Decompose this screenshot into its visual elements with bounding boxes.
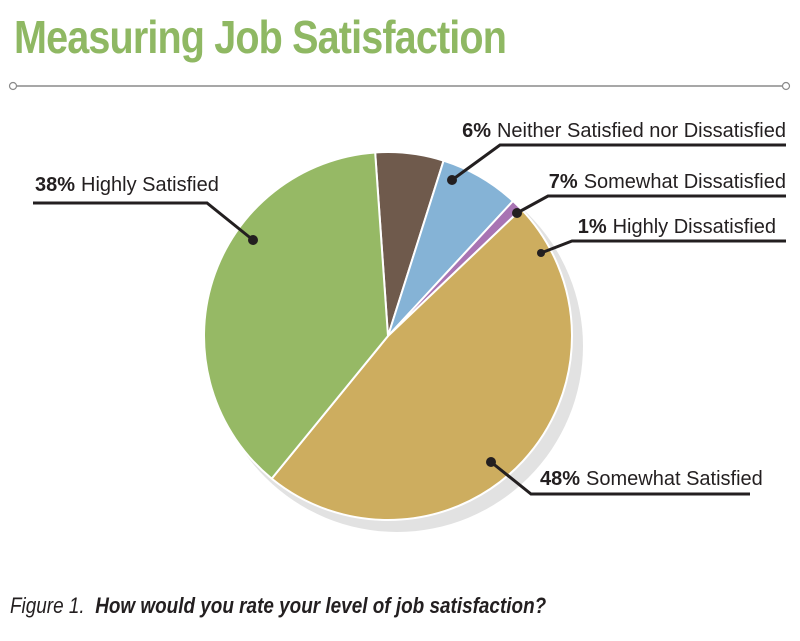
pct-somewhat-dissatisfied: 7% <box>549 171 578 193</box>
title-divider <box>8 81 791 91</box>
label-somewhat-dissatisfied: 7% Somewhat Dissatisfied <box>549 171 786 193</box>
pct-somewhat-satisfied: 48% <box>540 468 580 490</box>
name-highly-dissatisfied: Highly Dissatisfied <box>613 216 776 238</box>
name-somewhat-satisfied: Somewhat Satisfied <box>586 468 763 490</box>
leader-lines <box>33 143 786 496</box>
label-highly-satisfied: 38% Highly Satisfied <box>35 174 219 196</box>
label-neither: 6% Neither Satisfied nor Dissatisfied <box>462 120 786 142</box>
pie-slices <box>203 151 573 521</box>
leader-line-neither <box>451 143 786 182</box>
name-neither: Neither Satisfied nor Dissatisfied <box>497 120 786 142</box>
leader-line-highly-satisfied <box>33 201 254 242</box>
leader-dots <box>248 175 545 467</box>
pct-highly-dissatisfied: 1% <box>578 216 607 238</box>
leader-dot-highly-dissatisfied <box>537 249 545 257</box>
figure-caption: Figure 1. How would you rate your level … <box>10 593 546 619</box>
leader-line-highly-dissatisfied <box>540 239 786 255</box>
leader-line-somewhat-satisfied <box>490 460 750 496</box>
name-highly-satisfied: Highly Satisfied <box>81 174 219 196</box>
caption-figure-number: Figure 1. <box>10 593 85 618</box>
leader-dot-highly-satisfied <box>248 235 258 245</box>
leader-line-somewhat-dissatisfied <box>516 194 786 215</box>
leader-dot-neither <box>447 175 457 185</box>
pct-highly-satisfied: 38% <box>35 174 75 196</box>
name-somewhat-dissatisfied: Somewhat Dissatisfied <box>584 171 786 193</box>
caption-question: How would you rate your level of job sat… <box>95 593 547 618</box>
pie-slice-highly-satisfied <box>203 151 389 480</box>
label-highly-dissatisfied: 1% Highly Dissatisfied <box>578 216 776 238</box>
leader-dot-somewhat-satisfied <box>486 457 496 467</box>
pie-chart: 38% Highly Satisfied 6% Neither Satisfied … <box>33 120 786 532</box>
pie-slice-somewhat-satisfied <box>270 208 573 521</box>
label-somewhat-satisfied: 48% Somewhat Satisfied <box>540 468 763 490</box>
leader-dot-somewhat-dissatisfied <box>512 208 522 218</box>
chart-title: Measuring Job Satisfaction <box>14 11 507 63</box>
pct-neither: 6% <box>462 120 491 142</box>
